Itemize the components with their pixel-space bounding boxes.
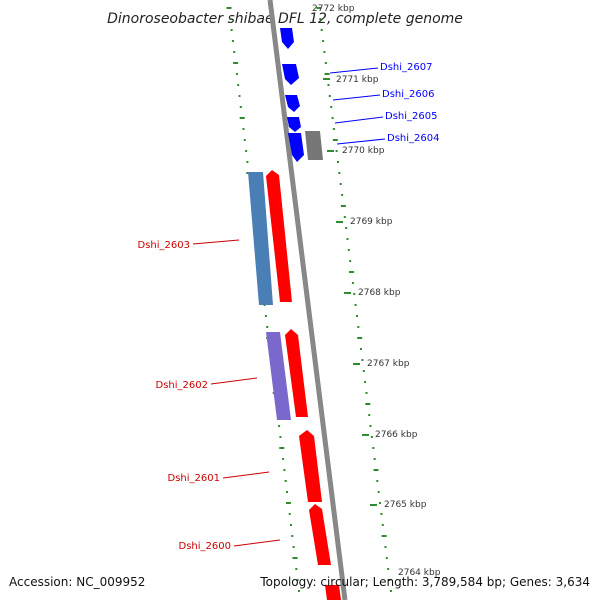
ruler-label-2764: 2764 kbp	[398, 568, 441, 578]
leader-dshi-2607	[329, 67, 379, 74]
leader-dshi-2601	[222, 471, 270, 479]
blue-gene-group	[280, 28, 304, 162]
leader-dshi-2606	[332, 94, 381, 101]
label-dshi-2604[interactable]: Dshi_2604	[387, 133, 439, 144]
label-dshi-2601[interactable]: Dshi_2601	[168, 473, 220, 484]
leader-dshi-2605	[334, 116, 384, 124]
steelblue-feature[interactable]	[248, 172, 273, 305]
genome-summary-text: Topology: circular; Length: 3,789,584 bp…	[259, 575, 590, 589]
gray-feature[interactable]	[305, 131, 323, 160]
label-dshi-2600[interactable]: Dshi_2600	[179, 541, 231, 552]
map-title: Dinoroseobacter shibae DFL 12, complete …	[107, 11, 463, 27]
purple-feature[interactable]	[266, 332, 291, 420]
cds-arrow-partial-bottom[interactable]	[325, 585, 341, 600]
label-dshi-2606[interactable]: Dshi_2606	[382, 89, 434, 100]
leader-dshi-2604	[336, 138, 386, 145]
ruler-label-2765: 2765 kbp	[384, 500, 427, 510]
ruler-label-2766: 2766 kbp	[375, 430, 418, 440]
ruler-label-2768: 2768 kbp	[358, 288, 401, 298]
kbp-ruler: 2772 kbp 2771 kbp 2770 kbp 2769 kbp 2768…	[312, 4, 441, 578]
gene-arrow-dshi-2605[interactable]	[287, 117, 301, 132]
cds-arrow-dshi-2602[interactable]	[285, 329, 308, 417]
ruler-label-2769: 2769 kbp	[350, 217, 393, 227]
ruler-label-2767: 2767 kbp	[367, 359, 410, 369]
accession-text: Accession: NC_009952	[9, 575, 145, 589]
label-dshi-2602[interactable]: Dshi_2602	[156, 380, 208, 391]
leader-dshi-2602	[210, 377, 258, 385]
cds-arrow-dshi-2601[interactable]	[299, 430, 322, 502]
label-dshi-2607[interactable]: Dshi_2607	[380, 62, 432, 73]
gene-arrow-dshi-2606[interactable]	[285, 95, 300, 112]
ruler-label-2770: 2770 kbp	[342, 146, 385, 156]
genome-backbone	[267, 0, 348, 600]
gene-arrow-dshi-2608[interactable]	[280, 28, 294, 49]
cds-arrow-dshi-2600[interactable]	[309, 504, 331, 565]
gene-arrow-dshi-2607[interactable]	[282, 64, 299, 85]
gene-label-group: Dshi_2607 Dshi_2606 Dshi_2605 Dshi_2604 …	[138, 62, 440, 552]
leader-dshi-2600	[233, 539, 281, 547]
ruler-label-2772: 2772 kbp	[312, 4, 355, 14]
label-dshi-2603[interactable]: Dshi_2603	[138, 240, 190, 251]
leader-dshi-2603	[192, 239, 240, 245]
cds-arrow-dshi-2603[interactable]	[266, 170, 292, 302]
gene-arrow-dshi-2604[interactable]	[288, 133, 304, 162]
label-dshi-2605[interactable]: Dshi_2605	[385, 111, 437, 122]
ruler-label-2771: 2771 kbp	[336, 75, 379, 85]
